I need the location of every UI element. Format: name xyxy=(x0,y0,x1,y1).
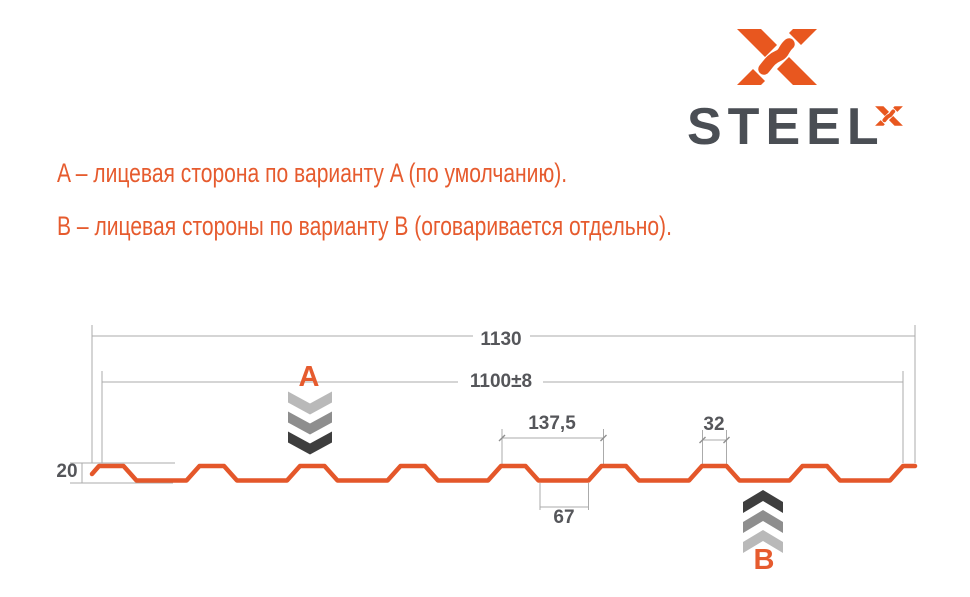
dim-line-rib-pitch xyxy=(501,429,604,464)
dim-rib-top-width-value: 32 xyxy=(703,414,725,435)
dim-slash-ticks xyxy=(498,434,730,444)
dim-line-height xyxy=(70,462,175,484)
dim-line-working-width xyxy=(101,371,904,463)
dim-line-rib-top xyxy=(702,430,727,464)
note-variant-a: A – лицевая сторона по варианту A (по ум… xyxy=(57,158,568,188)
dim-line-rib-bottom xyxy=(539,483,589,510)
dim-rib-bottom-width-value: 67 xyxy=(553,507,575,528)
dim-rib-pitch-value: 137,5 xyxy=(528,413,576,434)
side-a-chevrons-icon xyxy=(288,391,332,455)
dim-line-overall-width xyxy=(91,325,916,463)
dim-working-width-value: 1100±8 xyxy=(469,371,533,392)
side-b-label: B xyxy=(753,544,775,576)
dim-overall-width-value: 1130 xyxy=(480,329,522,350)
profile-sheet-outline xyxy=(89,463,918,483)
note-variant-b: B – лицевая стороны по варианту B (огова… xyxy=(57,211,672,241)
brand-wordmark: STEEL xyxy=(687,98,885,156)
side-b-chevrons-icon xyxy=(743,490,783,553)
side-a-label: A xyxy=(298,361,320,393)
dim-profile-height-value: 20 xyxy=(56,461,78,482)
